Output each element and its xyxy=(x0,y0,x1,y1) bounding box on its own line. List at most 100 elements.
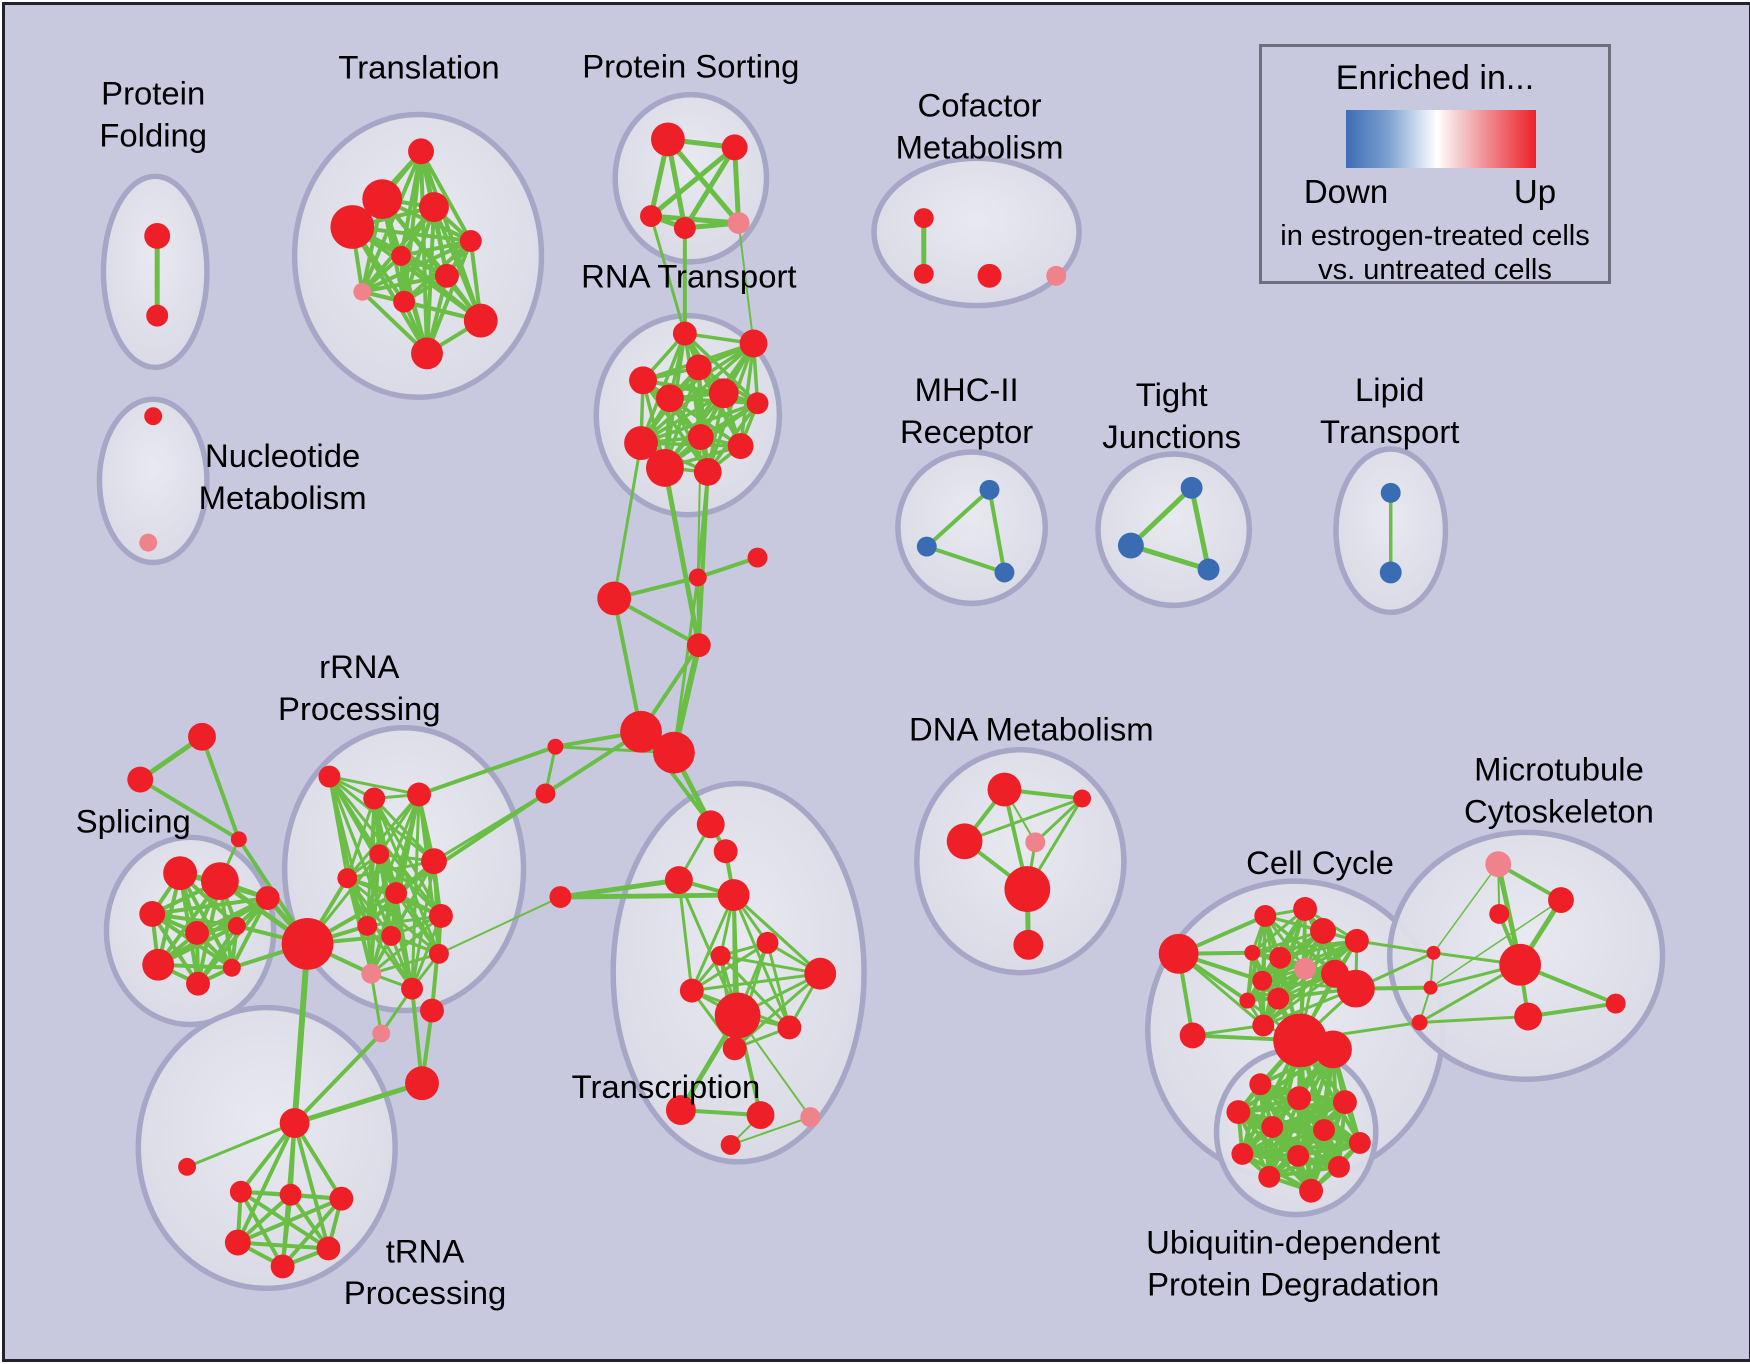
network-node xyxy=(727,433,754,459)
network-node xyxy=(411,337,443,370)
network-node xyxy=(646,449,684,487)
network-node xyxy=(1287,1144,1310,1167)
cluster-label-lipid-transport: Transport xyxy=(1320,413,1459,450)
cluster-ellipse-cofactor-metabolism xyxy=(871,155,1082,309)
cluster-label-trna-processing: tRNA xyxy=(386,1232,465,1269)
network-node xyxy=(756,931,779,954)
network-node xyxy=(1025,832,1046,853)
network-node xyxy=(685,354,712,381)
network-node xyxy=(1261,1116,1284,1138)
network-node xyxy=(1489,904,1510,924)
network-edge xyxy=(369,914,443,976)
network-edge xyxy=(394,891,441,956)
network-node xyxy=(1244,944,1261,961)
cluster-label-nucleotide-metabolism: Nucleotide xyxy=(205,437,360,474)
network-node xyxy=(329,1186,354,1211)
network-edge xyxy=(235,1121,297,1245)
network-node xyxy=(362,179,403,220)
network-node xyxy=(916,536,937,557)
network-node xyxy=(434,263,459,288)
network-edge xyxy=(1429,899,1562,989)
network-node xyxy=(1013,929,1044,960)
network-node xyxy=(1287,1086,1312,1111)
network-node xyxy=(163,856,198,891)
network-node xyxy=(1336,969,1375,1008)
network-node xyxy=(270,1254,295,1279)
network-node xyxy=(391,245,412,266)
network-node xyxy=(987,772,1022,807)
network-node xyxy=(1313,1119,1335,1141)
network-node xyxy=(777,1015,802,1040)
legend-caption-line1: in estrogen-treated cells xyxy=(1280,220,1590,252)
network-edge xyxy=(557,877,682,900)
network-edge xyxy=(690,989,737,1050)
network-edge xyxy=(738,341,756,448)
network-node xyxy=(1499,943,1542,986)
network-node xyxy=(1293,897,1318,921)
network-node xyxy=(673,217,696,239)
network-node xyxy=(651,122,685,157)
network-node xyxy=(279,1108,310,1138)
network-node xyxy=(1258,1165,1281,1188)
network-node xyxy=(629,366,657,395)
network-node xyxy=(1179,1022,1206,1049)
network-node xyxy=(1226,1100,1251,1125)
network-node xyxy=(1411,1014,1428,1031)
network-node xyxy=(222,958,241,977)
cluster-label-rrna-processing: Processing xyxy=(278,690,440,727)
network-node xyxy=(535,783,556,804)
network-node xyxy=(224,1229,251,1256)
legend-caption-line2: vs. untreated cells xyxy=(1318,254,1552,286)
network-edge xyxy=(345,876,414,991)
cluster-label-tight-junctions: Tight xyxy=(1136,376,1208,413)
network-node xyxy=(381,925,402,946)
network-node xyxy=(979,479,1000,500)
network-node xyxy=(420,998,444,1023)
network-edge xyxy=(706,341,756,474)
network-edge xyxy=(360,273,449,294)
cluster-ellipse-tight-junctions xyxy=(1095,451,1253,609)
network-edge xyxy=(719,954,791,1029)
network-edge xyxy=(1128,543,1212,572)
network-edge xyxy=(345,796,376,880)
network-node xyxy=(913,208,934,229)
network-node xyxy=(1269,946,1292,969)
network-node xyxy=(1426,945,1441,960)
network-node xyxy=(714,992,761,1039)
network-node xyxy=(227,916,246,935)
network-node xyxy=(1239,992,1256,1009)
network-edge xyxy=(557,892,737,900)
network-node xyxy=(419,192,449,223)
network-edge xyxy=(737,222,755,345)
network-edge xyxy=(924,487,992,549)
network-node xyxy=(1548,887,1574,913)
network-edge xyxy=(291,940,311,1127)
network-node xyxy=(459,230,482,252)
network-node xyxy=(1605,993,1626,1014)
network-node xyxy=(672,321,697,346)
network-edge xyxy=(399,238,473,258)
network-node xyxy=(1344,928,1369,953)
network-node xyxy=(1380,482,1401,503)
network-node xyxy=(640,205,662,228)
network-node xyxy=(1485,851,1512,878)
network-node xyxy=(401,977,424,1000)
cluster-label-mhc-ii-receptor: MHC-II xyxy=(915,371,1019,408)
network-node xyxy=(722,1036,747,1061)
network-edge xyxy=(235,1240,331,1251)
network-node xyxy=(353,282,372,301)
network-edge xyxy=(641,378,710,474)
network-edge xyxy=(695,555,760,580)
network-node xyxy=(1117,532,1144,559)
network-node xyxy=(230,831,247,848)
cluster-label-microtubule-cytoskeleton: Cytoskeleton xyxy=(1464,792,1654,829)
network-node xyxy=(1180,476,1203,499)
network-edge xyxy=(292,1080,425,1126)
network-node xyxy=(696,810,725,839)
network-node xyxy=(1348,1132,1371,1154)
network-node xyxy=(1004,866,1051,912)
network-node xyxy=(127,766,154,793)
cluster-ellipse-trna-processing xyxy=(135,1004,398,1292)
network-node xyxy=(421,848,447,875)
